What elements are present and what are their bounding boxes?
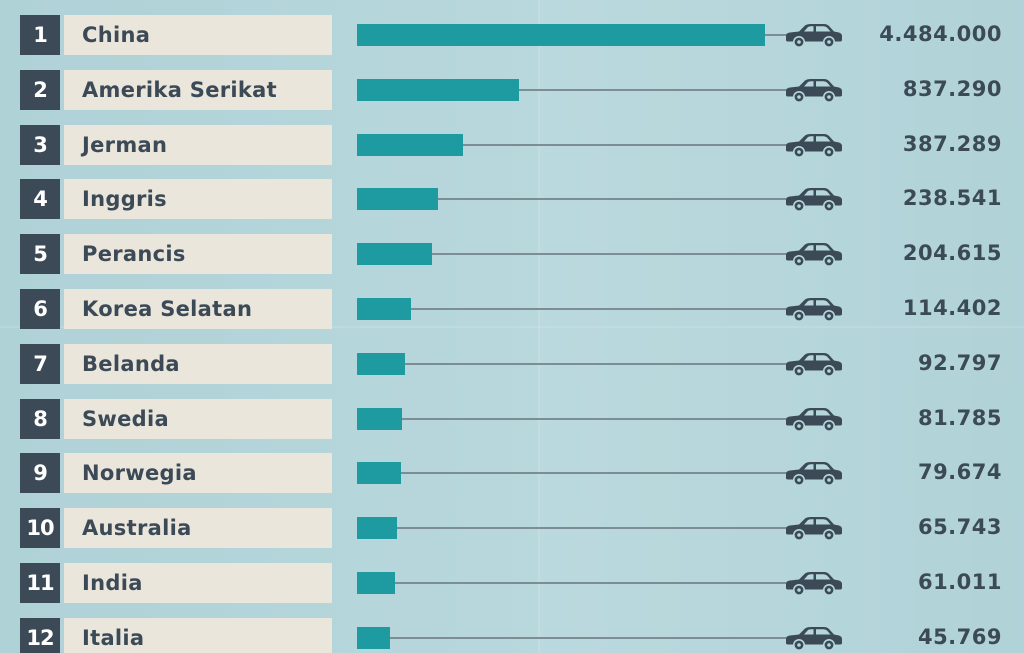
car-icon [783,351,845,377]
car-icon [783,625,845,651]
bar-norwegia [357,462,401,484]
country-label-jerman: Jerman [64,125,332,165]
bar-inggris [357,188,438,210]
value-label-jerman: 387.289 [902,132,1002,156]
rank-number: 3 [20,125,60,165]
value-label-inggris: 238.541 [902,186,1002,210]
country-label-india: India [64,563,332,603]
car-icon [783,460,845,486]
car-icon [783,241,845,267]
bar-track [357,363,790,365]
bar-track [357,418,790,420]
value-label-perancis: 204.615 [902,241,1002,265]
car-icon [783,406,845,432]
bar-amerika-serikat [357,79,519,101]
car-icon [783,515,845,541]
bar-track [357,253,790,255]
bar-track [357,89,790,91]
country-label-norwegia: Norwegia [64,453,332,493]
country-label-belanda: Belanda [64,344,332,384]
rank-number: 1 [20,15,60,55]
bar-track [357,527,790,529]
rank-number: 12 [20,618,60,653]
bar-italia [357,627,390,649]
value-label-italia: 45.769 [917,625,1002,649]
bar-australia [357,517,397,539]
country-label-australia: Australia [64,508,332,548]
rank-number: 4 [20,179,60,219]
bar-swedia [357,408,402,430]
country-label-perancis: Perancis [64,234,332,274]
car-icon [783,22,845,48]
bar-track [357,144,790,146]
car-icon [783,77,845,103]
rank-number: 2 [20,70,60,110]
value-label-amerika-serikat: 837.290 [902,77,1002,101]
rank-number: 10 [20,508,60,548]
bar-track [357,472,790,474]
rank-number: 7 [20,344,60,384]
car-icon [783,186,845,212]
country-label-korea-selatan: Korea Selatan [64,289,332,329]
fold-crease-horizontal [0,326,1024,328]
value-label-korea-selatan: 114.402 [902,296,1002,320]
bar-jerman [357,134,463,156]
rank-number: 11 [20,563,60,603]
bar-track [357,637,790,639]
country-label-amerika-serikat: Amerika Serikat [64,70,332,110]
country-label-inggris: Inggris [64,179,332,219]
bar-track [357,198,790,200]
country-label-swedia: Swedia [64,399,332,439]
bar-perancis [357,243,432,265]
car-icon [783,570,845,596]
bar-track [357,582,790,584]
bar-belanda [357,353,405,375]
value-label-norwegia: 79.674 [917,460,1002,484]
bar-track [357,308,790,310]
value-label-belanda: 92.797 [917,351,1002,375]
rank-number: 9 [20,453,60,493]
car-icon [783,296,845,322]
rank-number: 6 [20,289,60,329]
value-label-india: 61.011 [917,570,1002,594]
country-label-china: China [64,15,332,55]
country-label-italia: Italia [64,618,332,653]
fold-crease-vertical [538,0,540,653]
bar-india [357,572,395,594]
car-icon [783,132,845,158]
value-label-australia: 65.743 [917,515,1002,539]
bar-korea-selatan [357,298,411,320]
background-panel-right [540,0,1024,653]
bar-china [357,24,765,46]
rank-number: 5 [20,234,60,274]
value-label-china: 4.484.000 [879,22,1002,46]
rank-number: 8 [20,399,60,439]
value-label-swedia: 81.785 [917,406,1002,430]
